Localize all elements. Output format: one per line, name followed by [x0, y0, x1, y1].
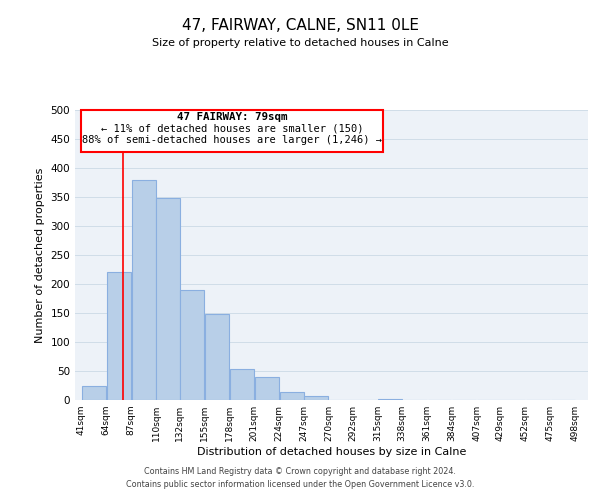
Text: Size of property relative to detached houses in Calne: Size of property relative to detached ho… — [152, 38, 448, 48]
Bar — [107, 272, 131, 400]
Text: 88% of semi-detached houses are larger (1,246) →: 88% of semi-detached houses are larger (… — [82, 135, 382, 145]
Text: Contains HM Land Registry data © Crown copyright and database right 2024.
Contai: Contains HM Land Registry data © Crown c… — [126, 468, 474, 489]
Bar — [180, 290, 204, 400]
Text: 47, FAIRWAY, CALNE, SN11 0LE: 47, FAIRWAY, CALNE, SN11 0LE — [182, 18, 419, 32]
Bar — [378, 399, 402, 400]
Bar — [230, 370, 254, 400]
Text: 47 FAIRWAY: 79sqm: 47 FAIRWAY: 79sqm — [177, 112, 287, 122]
Bar — [157, 198, 181, 400]
Text: ← 11% of detached houses are smaller (150): ← 11% of detached houses are smaller (15… — [101, 124, 364, 134]
Bar — [131, 180, 155, 400]
Bar — [255, 377, 278, 400]
Bar — [82, 386, 106, 400]
Bar — [205, 314, 229, 400]
X-axis label: Distribution of detached houses by size in Calne: Distribution of detached houses by size … — [197, 447, 466, 457]
Bar — [280, 392, 304, 400]
Bar — [82, 110, 383, 152]
Y-axis label: Number of detached properties: Number of detached properties — [35, 168, 45, 342]
Bar — [304, 396, 328, 400]
